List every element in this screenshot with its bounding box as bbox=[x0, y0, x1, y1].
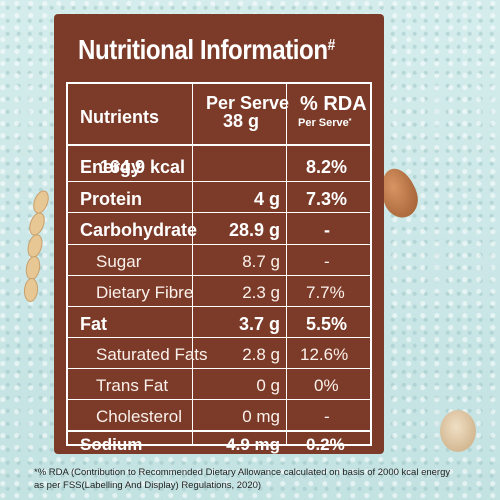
nutrition-panel: Nutritional Information# Nutrients Per S… bbox=[54, 14, 384, 454]
row-divider bbox=[68, 306, 370, 307]
row-name: Carbohydrate bbox=[80, 220, 198, 240]
row-rda: - bbox=[324, 220, 330, 240]
header-serve-size: 38 g bbox=[223, 111, 260, 131]
rda-sub-text: Per Serve bbox=[298, 117, 349, 129]
nutrition-table: Nutrients Per Serve 38 g % RDA Per Serve… bbox=[66, 82, 372, 453]
row-per-serve: 28.9 g bbox=[228, 220, 280, 240]
title-mark: # bbox=[327, 37, 336, 54]
footnote-line-1: *% RDA (Contribution to Recommended Diet… bbox=[34, 467, 451, 478]
row-name: Fat bbox=[80, 314, 107, 334]
header-divider bbox=[68, 144, 370, 146]
header-per-serve: Per Serve bbox=[206, 93, 290, 113]
row-divider bbox=[68, 430, 370, 432]
rda-mark: * bbox=[348, 118, 352, 125]
rda-footnote: *% RDA (Contribution to Recommended Diet… bbox=[34, 466, 474, 492]
row-rda: 0% bbox=[314, 376, 339, 395]
row-per-serve: 8.7 g bbox=[242, 252, 280, 271]
row-name: Saturated Fats bbox=[96, 345, 208, 364]
row-rda: - bbox=[324, 252, 330, 271]
row-rda: 12.6% bbox=[300, 345, 349, 364]
row-name: Cholesterol bbox=[96, 407, 182, 426]
title-text: Nutritional Information bbox=[78, 34, 328, 65]
row-per-serve: 164.9 kcal bbox=[99, 157, 185, 177]
row-divider bbox=[68, 399, 370, 400]
row-divider bbox=[68, 181, 370, 182]
column-divider bbox=[286, 84, 287, 444]
row-rda: 0.2% bbox=[306, 435, 345, 454]
row-per-serve: 4.9 mg bbox=[226, 435, 280, 454]
row-per-serve: 0 g bbox=[256, 376, 280, 395]
row-per-serve: 0 mg bbox=[242, 407, 280, 426]
row-name: Dietary Fibre bbox=[96, 283, 194, 302]
row-name: Protein bbox=[80, 189, 143, 209]
row-rda: 8.2% bbox=[306, 157, 348, 177]
row-per-serve: 4 g bbox=[253, 189, 280, 209]
column-divider bbox=[192, 84, 193, 444]
row-divider bbox=[68, 212, 370, 213]
row-rda: 7.3% bbox=[306, 189, 348, 209]
row-rda: 5.5% bbox=[306, 314, 348, 334]
header-rda: % RDA bbox=[300, 93, 367, 115]
row-per-serve: 2.8 g bbox=[242, 345, 280, 364]
row-rda: 7.7% bbox=[306, 283, 345, 302]
wheat-decoration bbox=[22, 188, 56, 310]
row-name: Energy bbox=[80, 157, 142, 177]
row-divider bbox=[68, 368, 370, 369]
header-nutrients: Nutrients bbox=[80, 107, 160, 127]
row-name: Sodium bbox=[80, 435, 143, 454]
row-name: Sugar bbox=[96, 252, 142, 271]
row-rda: - bbox=[324, 407, 330, 426]
row-per-serve: 3.7 g bbox=[238, 314, 280, 334]
row-name: Trans Fat bbox=[96, 376, 169, 395]
row-divider bbox=[68, 244, 370, 245]
row-per-serve: 2.3 g bbox=[242, 283, 280, 302]
footnote-line-2: as per FSS(Labelling And Display) Regula… bbox=[34, 480, 262, 491]
header-rda-sub: Per Serve* bbox=[298, 118, 352, 129]
row-divider bbox=[68, 337, 370, 338]
nut-decoration bbox=[440, 410, 476, 452]
row-divider bbox=[68, 275, 370, 276]
panel-title: Nutritional Information# bbox=[78, 28, 335, 72]
